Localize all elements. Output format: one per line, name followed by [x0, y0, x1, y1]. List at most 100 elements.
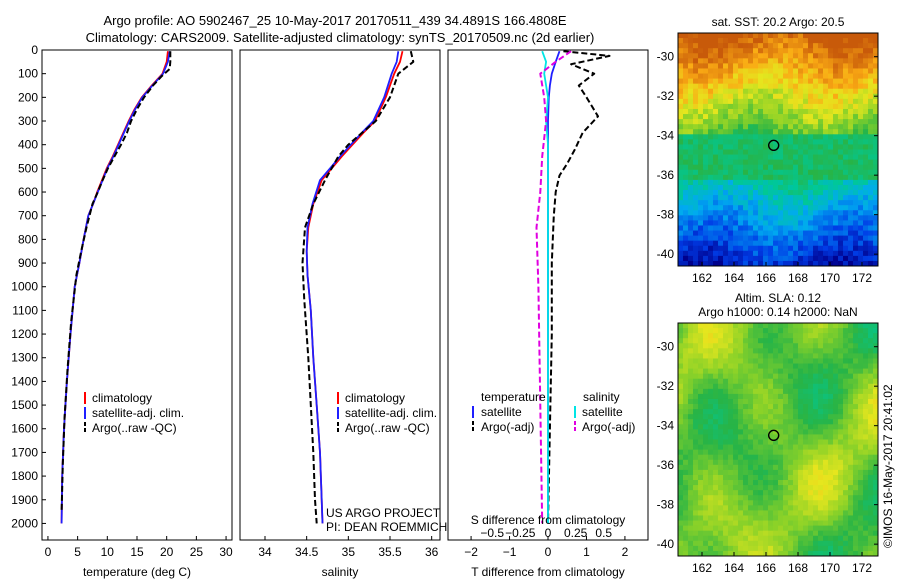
heatmap-cell	[723, 230, 729, 237]
heatmap-cell	[688, 515, 694, 521]
heatmap-cell	[793, 535, 799, 542]
heatmap-cell	[678, 378, 684, 385]
heatmap-cell	[678, 58, 684, 64]
heatmap-cell	[738, 333, 744, 339]
heatmap-cell	[788, 338, 794, 344]
heatmap-cell	[863, 235, 869, 242]
heatmap-cell	[748, 58, 754, 64]
heatmap-cell	[853, 190, 859, 196]
sla_map-xtick-label: 166	[756, 561, 776, 575]
heatmap-cell	[843, 195, 849, 201]
heatmap-cell	[833, 434, 839, 440]
heatmap-cell	[748, 129, 754, 135]
heatmap-cell	[733, 409, 739, 415]
heatmap-cell	[823, 240, 829, 247]
heatmap-cell	[738, 439, 744, 445]
heatmap-cell	[683, 358, 689, 364]
heatmap-cell	[753, 363, 759, 369]
heatmap-cell	[738, 134, 744, 140]
heatmap-cell	[708, 179, 714, 186]
heatmap-cell	[798, 505, 804, 511]
heatmap-cell	[818, 48, 824, 54]
heatmap-cell	[698, 348, 704, 354]
heatmap-cell	[683, 333, 689, 339]
heatmap-cell	[858, 545, 864, 552]
heatmap-cell	[828, 358, 834, 364]
heatmap-cell	[818, 255, 824, 262]
heatmap-cell	[748, 439, 754, 445]
heatmap-cell	[703, 368, 709, 375]
heatmap-cell	[808, 414, 814, 420]
heatmap-cell	[773, 378, 779, 385]
heatmap-cell	[828, 510, 834, 516]
heatmap-cell	[833, 414, 839, 420]
heatmap-cell	[728, 449, 734, 456]
heatmap-cell	[703, 459, 709, 466]
heatmap-cell	[723, 348, 729, 354]
heatmap-cell	[843, 33, 849, 39]
s-difference-label: S difference from climatology	[471, 513, 626, 527]
heatmap-cell	[828, 545, 834, 552]
heatmap-cell	[683, 114, 689, 120]
heatmap-cell	[793, 530, 799, 537]
heatmap-cell	[753, 464, 759, 471]
heatmap-cell	[703, 73, 709, 79]
heatmap-cell	[848, 159, 854, 166]
heatmap-cell	[853, 459, 859, 466]
heatmap-cell	[798, 378, 804, 385]
heatmap-cell	[788, 348, 794, 354]
heatmap-cell	[678, 398, 684, 405]
heatmap-cell	[683, 434, 689, 440]
heatmap-cell	[813, 449, 819, 456]
heatmap-cell	[803, 505, 809, 511]
heatmap-cell	[743, 363, 749, 369]
heatmap-cell	[858, 144, 864, 150]
heatmap-cell	[718, 510, 724, 516]
heatmap-cell	[763, 500, 769, 506]
heatmap-cell	[858, 353, 864, 359]
heatmap-cell	[773, 114, 779, 120]
heatmap-cell	[683, 215, 689, 221]
heatmap-cell	[848, 114, 854, 120]
heatmap-cell	[693, 48, 699, 54]
heatmap-cell	[698, 149, 704, 155]
salinity-panel: 34 34.5 35 35.5 36 salinity climatology sate…	[239, 49, 447, 579]
heatmap-cell	[718, 210, 724, 216]
heatmap-cell	[748, 333, 754, 339]
heatmap-cell	[743, 464, 749, 471]
heatmap-cell	[863, 444, 869, 451]
heatmap-cell	[773, 139, 779, 145]
heatmap-cell	[688, 505, 694, 511]
heatmap-cell	[778, 48, 784, 54]
heatmap-cell	[688, 348, 694, 354]
heatmap-cell	[858, 164, 864, 171]
heatmap-cell	[763, 210, 769, 216]
heatmap-cell	[813, 378, 819, 385]
heatmap-cell	[868, 449, 874, 456]
heatmap-cell	[718, 78, 724, 85]
heatmap-cell	[873, 235, 879, 242]
heatmap-cell	[788, 459, 794, 466]
sla_map-xtick-label: 162	[692, 561, 712, 575]
heatmap-cell	[688, 93, 694, 100]
heatmap-cell	[768, 323, 774, 329]
heatmap-cell	[738, 520, 744, 527]
heatmap-cell	[823, 485, 829, 491]
heatmap-cell	[848, 480, 854, 486]
heatmap-cell	[748, 550, 754, 557]
heatmap-cell	[843, 480, 849, 486]
heatmap-cell	[683, 338, 689, 344]
heatmap-cell	[788, 530, 794, 537]
heatmap-cell	[748, 154, 754, 161]
heatmap-cell	[848, 338, 854, 344]
heatmap-cell	[688, 388, 694, 395]
heatmap-cell	[828, 245, 834, 252]
heatmap-cell	[758, 459, 764, 466]
heatmap-cell	[863, 139, 869, 145]
heatmap-cell	[743, 530, 749, 537]
heatmap-cell	[863, 328, 869, 334]
heatmap-cell	[758, 469, 764, 476]
heatmap-cell	[703, 159, 709, 166]
heatmap-cell	[788, 33, 794, 39]
heatmap-cell	[848, 169, 854, 176]
